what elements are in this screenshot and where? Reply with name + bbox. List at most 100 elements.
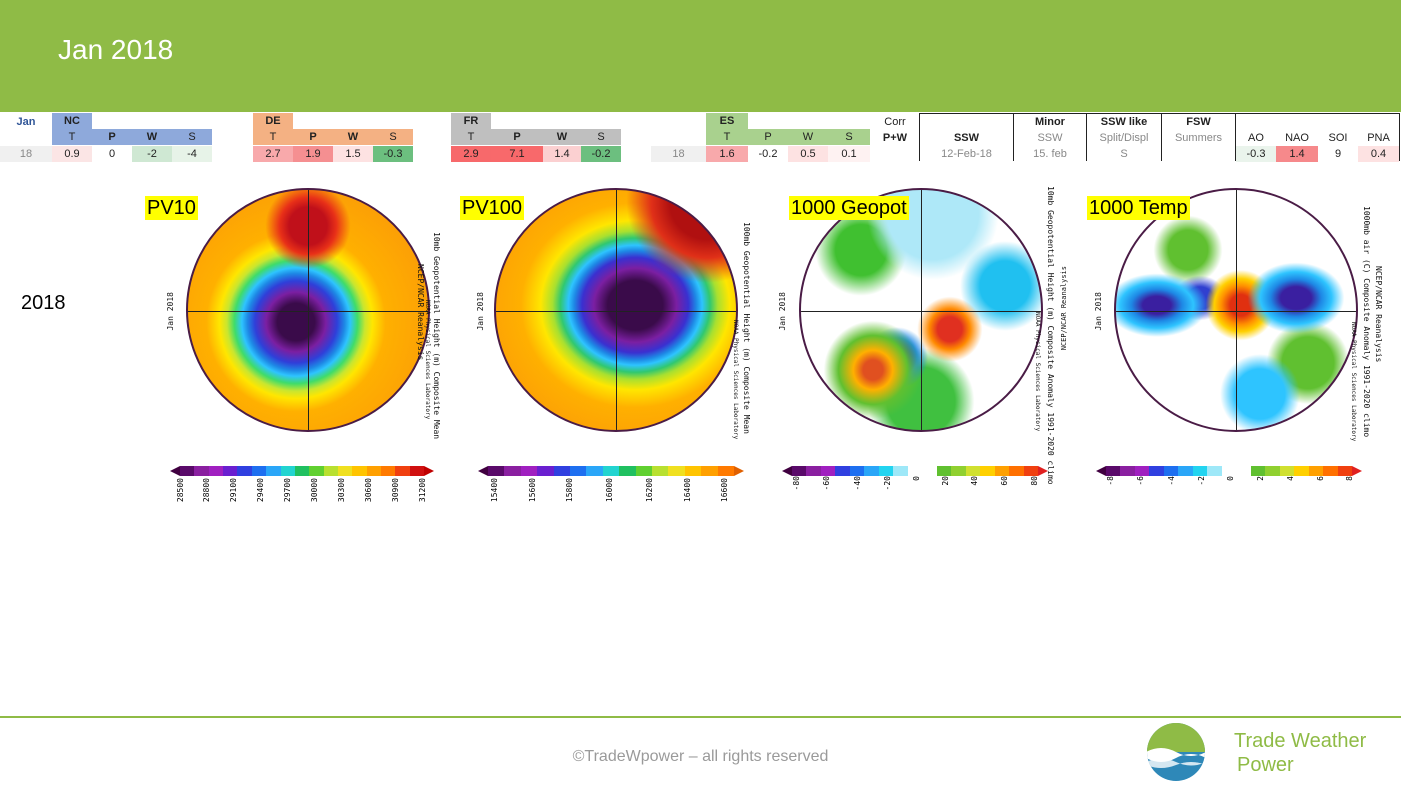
map-date-pv10: Jan 2018 (166, 292, 175, 331)
tick: 40 (970, 476, 979, 486)
tick: 80 (1030, 476, 1039, 486)
tick: 30600 (364, 478, 373, 503)
map-lab-pv100: NOAA Physical Sciences Laboratory (732, 320, 739, 440)
ao-header: AO (1248, 132, 1264, 144)
minor-header: Minor (1035, 116, 1065, 128)
ssw-like-header: SSW like (1100, 116, 1148, 128)
de-val-t: 2.7 (253, 146, 293, 162)
tick: -40 (853, 476, 862, 491)
map-lab-1000-temp: NOAA Physical Sciences Laboratory (1350, 322, 1357, 442)
tick: -20 (883, 476, 892, 491)
nc-val-w: -2 (132, 146, 172, 162)
map-label-pv100: PV100 (460, 196, 525, 220)
fr-val-w: 1.4 (543, 146, 581, 162)
soi-header: SOI (1328, 132, 1348, 144)
map-lab-pv10: NOAA Physical Sciences Laboratory (424, 300, 431, 420)
polar-map-pv100 (494, 188, 738, 432)
tick: 60 (1000, 476, 1009, 486)
ssw-value: 12-Feb-18 (941, 148, 992, 160)
map-title-pv10: 10mb Geopotential Height (m) Composite M… (432, 232, 441, 440)
tick: 29400 (256, 478, 265, 503)
de-col-t: T (253, 129, 293, 145)
fr-col-w: W (543, 129, 581, 145)
ssw-like-sub: Split/Displ (1099, 132, 1149, 144)
fsw-sub: Summers (1174, 132, 1223, 144)
tick: 16200 (645, 478, 654, 503)
es-val-w: 0.5 (788, 146, 828, 162)
map-date-1000-temp: Jan 2018 (1094, 292, 1103, 331)
tick: 30900 (391, 478, 400, 503)
brand-name-line2: Power (1237, 754, 1294, 776)
tick: 16600 (720, 478, 729, 503)
footer-divider (0, 716, 1401, 718)
tick: -8 (1106, 476, 1115, 486)
tick: 30300 (337, 478, 346, 503)
tick: -2 (1197, 476, 1206, 486)
tick: 0 (912, 476, 921, 481)
tick: 16400 (683, 478, 692, 503)
nao-value: 1.4 (1276, 146, 1318, 162)
map-title-1000-geopot: 10mb Geopotential Height (m) Composite A… (1046, 186, 1055, 485)
fr-val-p: 7.1 (491, 146, 543, 162)
tick: 15600 (528, 478, 537, 503)
tick: -80 (792, 476, 801, 491)
map-lab-1000-geopot: NOAA Physical Sciences Laboratory (1034, 312, 1041, 432)
es-val-t: 1.6 (706, 146, 748, 162)
minor-value: 15. feb (1033, 148, 1067, 160)
de-val-p: 1.9 (293, 146, 333, 162)
fsw-header: FSW (1186, 116, 1211, 128)
tick: -60 (822, 476, 831, 491)
tick: 29700 (283, 478, 292, 503)
tick: 2 (1256, 476, 1265, 481)
tick: 20 (941, 476, 950, 486)
de-col-s: S (373, 129, 413, 145)
tick: 15800 (565, 478, 574, 503)
de-val-s: -0.3 (373, 146, 413, 162)
es-header: ES (706, 113, 748, 129)
de-col-w: W (333, 129, 373, 145)
nc-col-s: S (172, 129, 212, 145)
trade-weather-power-logo-icon (1147, 723, 1205, 781)
fr-header: FR (451, 113, 491, 129)
row-year-label: 2018 (21, 292, 66, 314)
copyright-text: ©TradeWpower – all rights reserved (572, 748, 829, 765)
fr-col-p: P (491, 129, 543, 145)
pna-value: 0.4 (1358, 146, 1399, 162)
nao-header: NAO (1285, 132, 1309, 144)
ao-value: -0.3 (1236, 146, 1276, 162)
corr-label: Corr (884, 116, 906, 128)
fr-col-s: S (581, 129, 621, 145)
jan-label: Jan (16, 116, 36, 128)
tick: 0 (1226, 476, 1235, 481)
map-label-1000-temp: 1000 Temp (1087, 196, 1190, 220)
map-title-pv100: 100mb Geopotential Height (m) Composite … (742, 222, 751, 434)
fr-val-t: 2.9 (451, 146, 491, 162)
corr-pw-label: P+W (882, 132, 908, 144)
polar-map-1000-temp (1114, 188, 1358, 432)
map-date-pv100: Jan 2018 (476, 292, 485, 331)
fr-col-t: T (451, 129, 491, 145)
tick: 16000 (605, 478, 614, 503)
es-col-p: P (748, 129, 788, 145)
minor-sub: SSW (1037, 132, 1063, 144)
tick: 28500 (176, 478, 185, 503)
es-val-s: 0.1 (828, 146, 870, 162)
de-val-w: 1.5 (333, 146, 373, 162)
map-date-1000-geopot: Jan 2018 (778, 292, 787, 331)
nc-col-p: P (92, 129, 132, 145)
colorbar-1000-temp (1106, 466, 1352, 476)
ssw-like-value: S (1120, 148, 1128, 160)
pna-header: PNA (1367, 132, 1390, 144)
es-col-t: T (706, 129, 748, 145)
map-source-pv10: NCEP/NCAR Reanalysis (416, 264, 425, 361)
tick: -4 (1167, 476, 1176, 486)
soi-value: 9 (1318, 146, 1358, 162)
tick: 29100 (229, 478, 238, 503)
es-year-value: 18 (651, 146, 706, 162)
tick: 4 (1286, 476, 1295, 481)
de-header: DE (253, 113, 293, 129)
year-value: 18 (0, 146, 52, 162)
nc-val-t: 0.9 (52, 146, 92, 162)
page-title: Jan 2018 (58, 34, 174, 65)
tick: 28800 (202, 478, 211, 503)
